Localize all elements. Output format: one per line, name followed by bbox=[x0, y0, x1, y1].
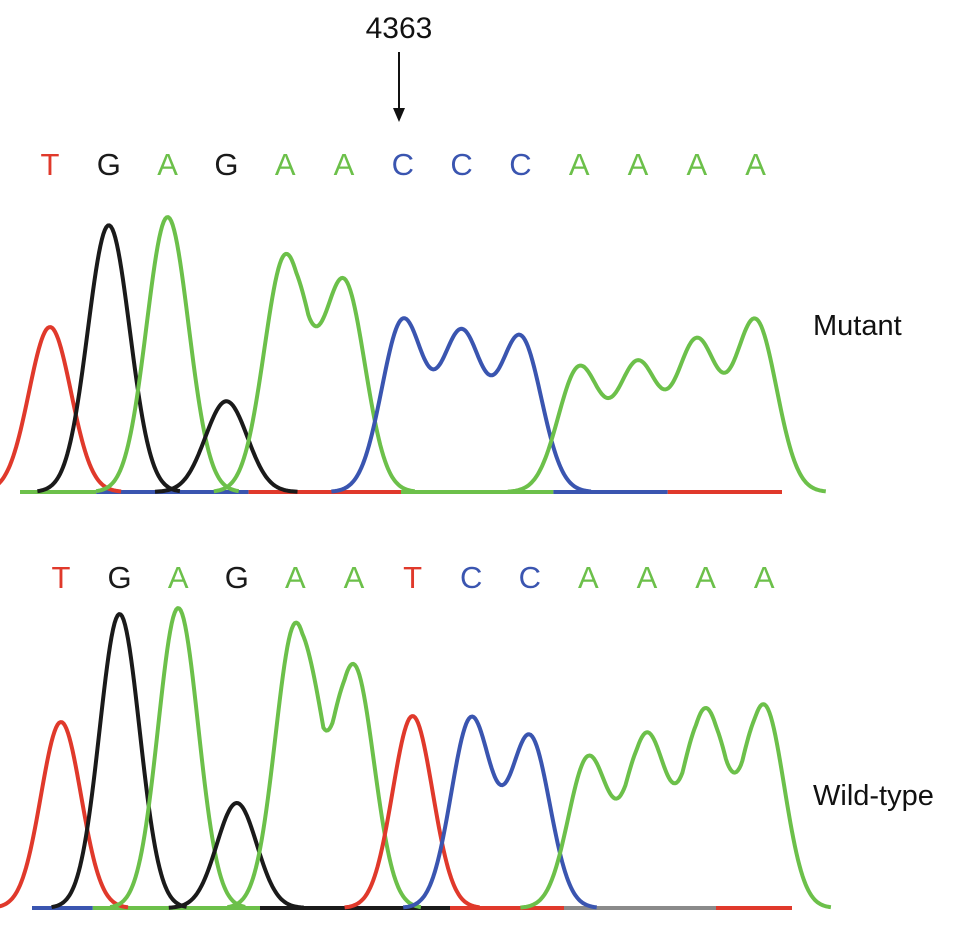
base-call-13: A bbox=[745, 147, 766, 182]
base-call-12: A bbox=[686, 147, 707, 182]
base-call-1: T bbox=[41, 147, 60, 182]
base-call-6: A bbox=[334, 147, 355, 182]
base-call-8: C bbox=[450, 147, 472, 182]
base-call-10: A bbox=[569, 147, 590, 182]
base-call-2: G bbox=[97, 147, 121, 182]
trace-peak-2 bbox=[51, 612, 188, 910]
base-call-11: A bbox=[628, 147, 649, 182]
base-call-4: G bbox=[225, 560, 249, 595]
base-call-3: A bbox=[157, 147, 178, 182]
trace-peak-5 bbox=[213, 251, 416, 494]
base-call-6: A bbox=[344, 560, 365, 595]
base-call-5: A bbox=[275, 147, 296, 182]
trace-peak-2 bbox=[36, 223, 181, 494]
wild-type-panel: T G A G A A T C C A A A A Wild-type bbox=[0, 560, 934, 910]
base-call-9: C bbox=[519, 560, 541, 595]
trace-peak-7 bbox=[402, 714, 598, 910]
mutation-marker: 4363 bbox=[366, 12, 433, 122]
base-call-2: G bbox=[108, 560, 132, 595]
mutation-position-label: 4363 bbox=[366, 12, 433, 45]
base-call-7: T bbox=[403, 560, 422, 595]
base-call-1: T bbox=[52, 560, 71, 595]
trace-peak-4 bbox=[168, 801, 305, 910]
trace-peak-3 bbox=[109, 606, 246, 910]
base-call-7: C bbox=[392, 147, 414, 182]
base-call-5: A bbox=[285, 560, 306, 595]
trace-peak-4 bbox=[154, 399, 298, 494]
trace-peak-8 bbox=[519, 702, 832, 910]
base-call-3: A bbox=[168, 560, 189, 595]
trace-peak-6 bbox=[330, 316, 592, 494]
trace-peak-7 bbox=[507, 316, 827, 494]
base-call-11: A bbox=[637, 560, 658, 595]
base-call-4: G bbox=[214, 147, 238, 182]
mutant-panel: T G A G A A C C C A A A A Mutant bbox=[0, 147, 902, 494]
trace-peak-1 bbox=[0, 325, 122, 494]
base-call-10: A bbox=[578, 560, 599, 595]
wild-type-label: Wild-type bbox=[813, 780, 934, 812]
mutant-label: Mutant bbox=[813, 310, 902, 342]
trace-peak-5 bbox=[226, 620, 422, 910]
base-call-8: C bbox=[460, 560, 482, 595]
trace-peak-3 bbox=[95, 215, 240, 494]
base-call-13: A bbox=[754, 560, 775, 595]
mutation-arrow-head bbox=[393, 108, 405, 122]
mutant-traces bbox=[0, 215, 827, 494]
base-call-12: A bbox=[695, 560, 716, 595]
base-call-9: C bbox=[509, 147, 531, 182]
wild-type-traces bbox=[0, 606, 832, 910]
trace-peak-1 bbox=[0, 720, 129, 910]
trace-peak-6 bbox=[344, 714, 481, 910]
